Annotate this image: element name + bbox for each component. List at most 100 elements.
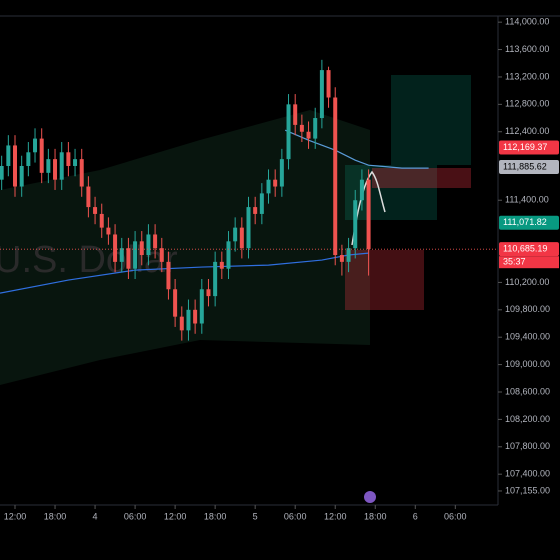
- candle-body: [179, 316, 184, 331]
- channel-zone: [0, 110, 370, 385]
- candle-body: [79, 159, 84, 187]
- candle-body: [186, 309, 191, 331]
- target-zone: [391, 75, 471, 165]
- candle-body: [59, 152, 64, 180]
- y-tick-label: 111,400.00: [505, 195, 549, 205]
- candle-body: [293, 104, 298, 125]
- candle-body: [39, 138, 44, 173]
- price-label: 111,885.62: [503, 161, 547, 171]
- candle-body: [46, 159, 51, 173]
- y-tick-label: 109,000.00: [505, 359, 550, 369]
- candle-body: [113, 234, 118, 262]
- candle-body: [86, 186, 91, 208]
- candle-body: [219, 261, 224, 269]
- y-tick-label: 108,600.00: [505, 386, 550, 396]
- candle-body: [53, 159, 58, 180]
- candle-body: [259, 193, 264, 214]
- candle-body: [193, 309, 198, 324]
- price-label: 110,685.19: [503, 244, 547, 254]
- watermark: U.S. Dollar: [0, 239, 178, 281]
- candle-body: [273, 179, 278, 187]
- candle-body: [13, 145, 18, 187]
- countdown: 35:37: [503, 257, 526, 267]
- y-tick-label: 112,800.00: [505, 99, 549, 109]
- candle-body: [119, 248, 124, 262]
- y-tick-label: 114,000.00: [505, 17, 549, 27]
- candle-body: [6, 145, 11, 166]
- y-tick-label: 109,800.00: [505, 304, 550, 314]
- candle-body: [366, 179, 371, 250]
- y-tick-label: 107,155.00: [505, 485, 550, 495]
- y-tick-label: 110,200.00: [505, 277, 549, 287]
- price-label-bg: [499, 242, 559, 257]
- y-tick-label: 109,400.00: [505, 332, 550, 342]
- price-label: 111,071.82: [503, 217, 547, 227]
- x-tick-label: 12:00: [4, 511, 27, 521]
- candle-body: [233, 227, 238, 242]
- candle-body: [206, 289, 211, 297]
- x-tick-label: 18:00: [44, 511, 67, 521]
- candle-body: [66, 152, 71, 166]
- event-icon[interactable]: [364, 491, 376, 503]
- candle-body: [326, 70, 331, 98]
- candle-body: [313, 118, 318, 139]
- candle-body: [359, 179, 364, 201]
- x-tick-label: 06:00: [284, 511, 307, 521]
- candle-body: [19, 165, 24, 187]
- candle-body: [333, 97, 338, 256]
- candle-body: [126, 248, 131, 269]
- candle-body: [153, 234, 158, 249]
- candle-body: [173, 289, 178, 317]
- candle-body: [139, 241, 144, 256]
- candle-body: [319, 70, 324, 119]
- candle-body: [0, 165, 4, 180]
- y-tick-label: 112,400.00: [505, 126, 549, 136]
- candle-body: [26, 152, 31, 166]
- price-label: 112,169.37: [503, 142, 547, 152]
- candle-body: [213, 261, 218, 297]
- candle-body: [266, 179, 271, 194]
- candle-body: [346, 248, 351, 262]
- x-tick-label: 18:00: [204, 511, 227, 521]
- y-tick-label: 107,400.00: [505, 469, 550, 479]
- x-tick-label: 4: [93, 511, 98, 521]
- candle-body: [299, 124, 304, 132]
- candle-body: [99, 213, 104, 228]
- price-label-bg: [499, 215, 559, 230]
- x-tick-label: 5: [253, 511, 258, 521]
- candle-body: [146, 234, 151, 256]
- candle-body: [339, 255, 344, 262]
- candle-body: [73, 159, 78, 166]
- candle-body: [353, 200, 358, 249]
- candle-body: [33, 138, 38, 153]
- candle-body: [159, 248, 164, 262]
- x-tick-label: 18:00: [364, 511, 387, 521]
- candle-body: [133, 241, 138, 269]
- candle-body: [93, 207, 98, 214]
- candle-body: [253, 207, 258, 214]
- candle-body: [286, 104, 291, 160]
- y-tick-label: 108,200.00: [505, 414, 550, 424]
- candle-body: [246, 207, 251, 249]
- stop-zone-upper: [372, 168, 471, 188]
- candle-body: [166, 261, 171, 290]
- candle-body: [199, 289, 204, 324]
- stop-zone: [345, 250, 424, 310]
- x-tick-label: 12:00: [164, 511, 187, 521]
- y-tick-label: 113,200.00: [505, 71, 549, 81]
- candle-body: [239, 227, 244, 249]
- y-tick-label: 113,600.00: [505, 44, 549, 54]
- moving-average: [0, 252, 369, 294]
- y-tick-label: 107,800.00: [505, 441, 550, 451]
- x-tick-label: 06:00: [444, 511, 467, 521]
- price-label-bg: [499, 159, 559, 174]
- countdown-bg: [499, 256, 559, 269]
- x-tick-label: 6: [413, 511, 418, 521]
- candle-body: [106, 227, 111, 235]
- candle-body: [306, 131, 311, 139]
- x-tick-label: 06:00: [124, 511, 147, 521]
- candle-body: [226, 241, 231, 269]
- price-label-bg: [499, 140, 559, 155]
- candle-body: [279, 159, 284, 187]
